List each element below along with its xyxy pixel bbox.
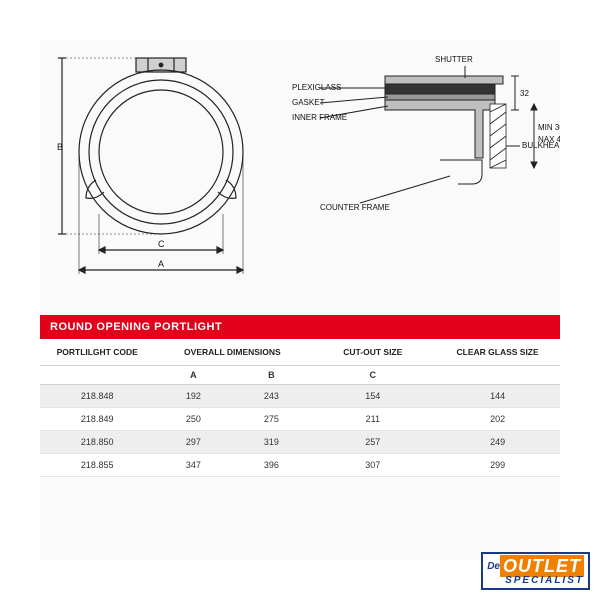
diagram-front-view: B C A xyxy=(48,40,278,285)
dim-32: 32 xyxy=(520,89,529,98)
logo-outlet: OUTLET xyxy=(500,555,584,577)
cell-code: 218.849 xyxy=(40,408,154,431)
cell-a: 192 xyxy=(154,385,232,408)
spec-table: PORTLILGHT CODE OVERALL DIMENSIONS CUT-O… xyxy=(40,339,560,477)
col-overall: OVERALL DIMENSIONS xyxy=(154,339,310,366)
subcol-b: B xyxy=(232,366,310,385)
diagrams-region: B C A xyxy=(40,40,560,300)
cell-clear: 249 xyxy=(435,431,560,454)
spec-table-region: ROUND OPENING PORTLIGHT PORTLILGHT CODE … xyxy=(40,315,560,477)
table-header-row: PORTLILGHT CODE OVERALL DIMENSIONS CUT-O… xyxy=(40,339,560,366)
cell-clear: 299 xyxy=(435,454,560,477)
dim-nax40: NAX 40 xyxy=(538,135,560,144)
table-row: 218.848 192 243 154 144 xyxy=(40,385,560,408)
col-clear: CLEAR GLASS SIZE xyxy=(435,339,560,366)
table-row: 218.849 250 275 211 202 xyxy=(40,408,560,431)
cell-c: 307 xyxy=(310,454,435,477)
subcol-a: A xyxy=(154,366,232,385)
cell-c: 211 xyxy=(310,408,435,431)
table-title: ROUND OPENING PORTLIGHT xyxy=(40,315,560,339)
dim-label-c: C xyxy=(158,239,165,249)
canvas: B C A xyxy=(0,0,600,600)
cell-b: 243 xyxy=(232,385,310,408)
callout-shutter: SHUTTER xyxy=(435,55,473,64)
table-row: 218.850 297 319 257 249 xyxy=(40,431,560,454)
content-area: B C A xyxy=(40,40,560,560)
cell-c: 257 xyxy=(310,431,435,454)
cell-b: 319 xyxy=(232,431,310,454)
cell-b: 396 xyxy=(232,454,310,477)
callout-inner-frame: INNER FRAME xyxy=(292,113,347,122)
cell-b: 275 xyxy=(232,408,310,431)
table-subheader-row: A B C xyxy=(40,366,560,385)
diagram-section-view: SHUTTER PLEXIGLASS GASKET INNER FRAME CO… xyxy=(290,48,560,258)
cell-code: 218.848 xyxy=(40,385,154,408)
dim-label-b: B xyxy=(57,142,63,152)
callout-plexiglass: PLEXIGLASS xyxy=(292,83,341,92)
cell-code: 218.850 xyxy=(40,431,154,454)
cell-a: 250 xyxy=(154,408,232,431)
subcol-c: C xyxy=(310,366,435,385)
dim-label-a: A xyxy=(158,259,164,269)
cell-code: 218.855 xyxy=(40,454,154,477)
cell-clear: 202 xyxy=(435,408,560,431)
logo-badge: De OUTLET SPECIALIST xyxy=(481,552,590,590)
col-code: PORTLILGHT CODE xyxy=(40,339,154,366)
cell-a: 297 xyxy=(154,431,232,454)
outlet-logo: De OUTLET SPECIALIST xyxy=(481,552,590,590)
cell-c: 154 xyxy=(310,385,435,408)
logo-de: De xyxy=(487,561,500,572)
col-cutout: CUT-OUT SIZE xyxy=(310,339,435,366)
cell-a: 347 xyxy=(154,454,232,477)
dim-min30: MIN 30 xyxy=(538,123,560,132)
callout-gasket: GASKET xyxy=(292,98,325,107)
callout-counter-frame: COUNTER FRAME xyxy=(320,203,390,212)
table-row: 218.855 347 396 307 299 xyxy=(40,454,560,477)
cell-clear: 144 xyxy=(435,385,560,408)
